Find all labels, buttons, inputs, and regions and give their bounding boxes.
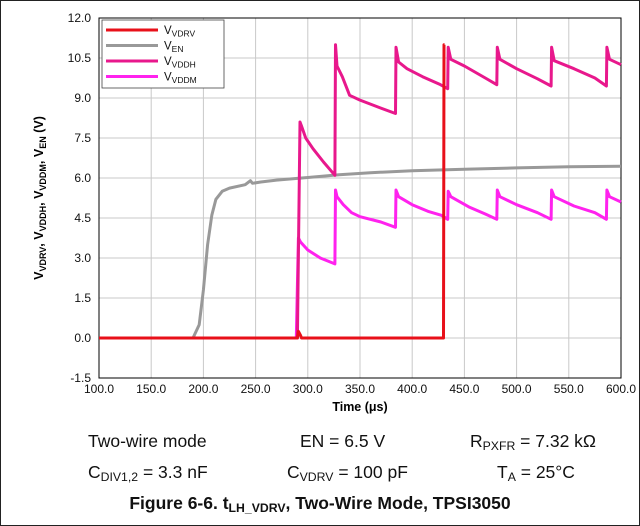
legend-label: VVDDM bbox=[164, 72, 197, 86]
y-tick-label: 4.5 bbox=[74, 211, 91, 225]
y-tick-label: 6.0 bbox=[74, 171, 91, 185]
y-tick-label: 9.0 bbox=[74, 91, 91, 105]
x-tick-label: 550.0 bbox=[554, 382, 584, 396]
chart-lines bbox=[99, 43, 622, 340]
x-tick-label: 100.0 bbox=[84, 382, 114, 396]
y-tick-label: 3.0 bbox=[74, 251, 91, 265]
x-tick-label: 250.0 bbox=[241, 382, 271, 396]
y-tick-label: -1.5 bbox=[70, 371, 91, 385]
x-tick-label: 200.0 bbox=[188, 382, 218, 396]
series-line-vdrv bbox=[99, 43, 446, 340]
figure-caption: Figure 6-6. tLH_VDRV, Two-Wire Mode, TPS… bbox=[129, 493, 511, 516]
y-axis-label: VVDRV, VVDDH, VVDDM, VEN (V) bbox=[32, 116, 48, 280]
x-tick-label: 500.0 bbox=[502, 382, 532, 396]
x-axis-label: Time (μs) bbox=[332, 400, 387, 414]
y-tick-label: 7.5 bbox=[74, 131, 91, 145]
cvdrv-note: CVDRV = 100 pF bbox=[287, 462, 408, 485]
plot-area bbox=[98, 17, 622, 379]
series-line-en bbox=[99, 164, 622, 340]
cdiv-note: CDIV1,2 = 3.3 nF bbox=[88, 462, 208, 485]
y-tick-label: 12.0 bbox=[68, 11, 92, 25]
legend-label: VVDDH bbox=[164, 56, 196, 70]
legend-label: VVDRV bbox=[164, 25, 195, 39]
ta-note: TA = 25°C bbox=[497, 462, 575, 485]
chart: 100.0 150.0 200.0 250.0 300.0 350.0 400.0 450.0… bbox=[32, 11, 636, 414]
y-tick-label: 0.0 bbox=[74, 331, 91, 345]
rpxfr-note: RPXFR = 7.32 kΩ bbox=[470, 431, 597, 454]
series-line-vddh bbox=[99, 43, 622, 340]
en-note: EN = 6.5 V bbox=[300, 431, 386, 451]
x-tick-label: 600.0 bbox=[606, 382, 636, 396]
x-tick-label: 150.0 bbox=[136, 382, 166, 396]
x-tick-label: 450.0 bbox=[449, 382, 479, 396]
mode-note: Two-wire mode bbox=[88, 431, 207, 451]
legend-label: VEN bbox=[164, 41, 183, 55]
y-tick-label: 1.5 bbox=[74, 291, 91, 305]
y-tick-label: 10.5 bbox=[68, 51, 92, 65]
x-tick-label: 400.0 bbox=[397, 382, 427, 396]
y-tick-labels: -1.5 0.0 1.5 3.0 4.5 6.0 7.5 9.0 10.5 12.0 bbox=[68, 11, 92, 385]
x-tick-labels: 100.0 150.0 200.0 250.0 300.0 350.0 400.0 450.0… bbox=[84, 382, 636, 396]
x-tick-label: 350.0 bbox=[345, 382, 375, 396]
x-tick-label: 300.0 bbox=[293, 382, 323, 396]
